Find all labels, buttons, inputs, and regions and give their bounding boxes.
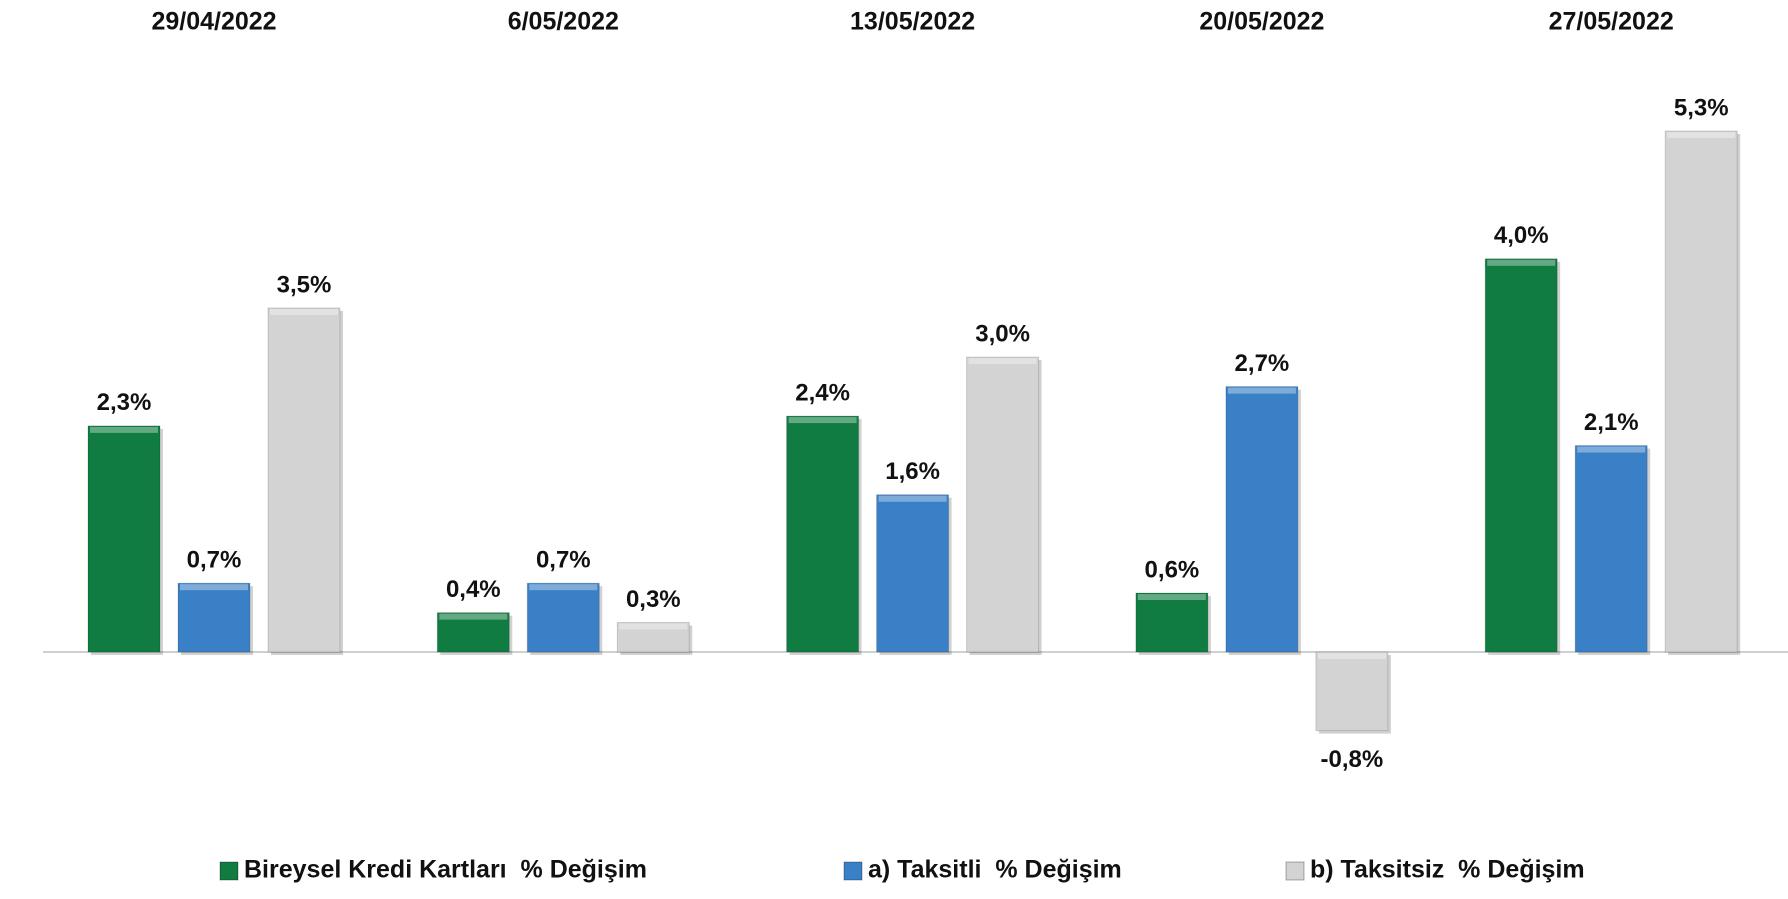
bar	[786, 415, 860, 653]
value-label: 0,7%	[536, 547, 591, 574]
legend-swatch	[219, 861, 239, 881]
bar	[876, 494, 950, 653]
bar-highlight	[878, 495, 947, 502]
category-label: 20/05/2022	[1199, 8, 1324, 36]
value-label: 0,6%	[1145, 556, 1200, 583]
value-label: 0,7%	[187, 547, 242, 574]
category-label: 27/05/2022	[1549, 8, 1674, 36]
category-label: 29/04/2022	[151, 8, 276, 36]
bar-highlight	[1317, 653, 1386, 659]
category-label: 6/05/2022	[508, 8, 619, 36]
bar	[177, 582, 251, 653]
value-label: 2,7%	[1235, 350, 1290, 377]
bar	[966, 356, 1040, 653]
bar-highlight	[1137, 594, 1206, 601]
value-label: 1,6%	[885, 458, 940, 485]
bar-highlight	[180, 584, 248, 591]
bar-highlight	[619, 623, 688, 630]
legend-swatch	[1285, 861, 1305, 881]
bar	[1315, 651, 1389, 732]
bar	[267, 307, 341, 653]
bar-highlight	[1487, 259, 1556, 266]
value-label: 4,0%	[1494, 222, 1549, 249]
bar-highlight	[90, 426, 158, 433]
bar-highlight	[1577, 446, 1646, 453]
bar-highlight	[788, 417, 857, 424]
legend-swatch	[843, 861, 863, 881]
bar	[1664, 130, 1738, 653]
legend-label: a) Taksitli % Değişim	[868, 856, 1122, 884]
value-label: 3,0%	[975, 320, 1030, 347]
value-label: 3,5%	[277, 271, 332, 298]
bar	[436, 612, 510, 653]
bar-highlight	[270, 308, 338, 315]
bar	[1135, 592, 1209, 653]
value-label: 5,3%	[1674, 94, 1729, 121]
value-label: 2,3%	[97, 389, 152, 416]
bar-highlight	[529, 584, 598, 591]
bar	[1484, 258, 1558, 653]
bar-highlight	[439, 613, 508, 620]
bar	[1574, 445, 1648, 653]
bar	[526, 582, 600, 653]
value-label: 0,3%	[626, 586, 681, 613]
value-label: -0,8%	[1321, 746, 1384, 773]
bar-highlight	[968, 358, 1037, 365]
value-label: 2,4%	[795, 379, 850, 406]
bar	[87, 425, 161, 653]
value-label: 0,4%	[446, 576, 501, 603]
category-label: 13/05/2022	[850, 8, 975, 36]
bar-highlight	[1227, 387, 1296, 394]
legend-label: b) Taksitsiz % Değişim	[1310, 856, 1585, 884]
bar-highlight	[1667, 132, 1736, 138]
value-label: 2,1%	[1584, 409, 1639, 436]
legend-label: Bireysel Kredi Kartları % Değişim	[244, 856, 647, 884]
bar	[1225, 386, 1299, 653]
bar	[616, 622, 690, 653]
